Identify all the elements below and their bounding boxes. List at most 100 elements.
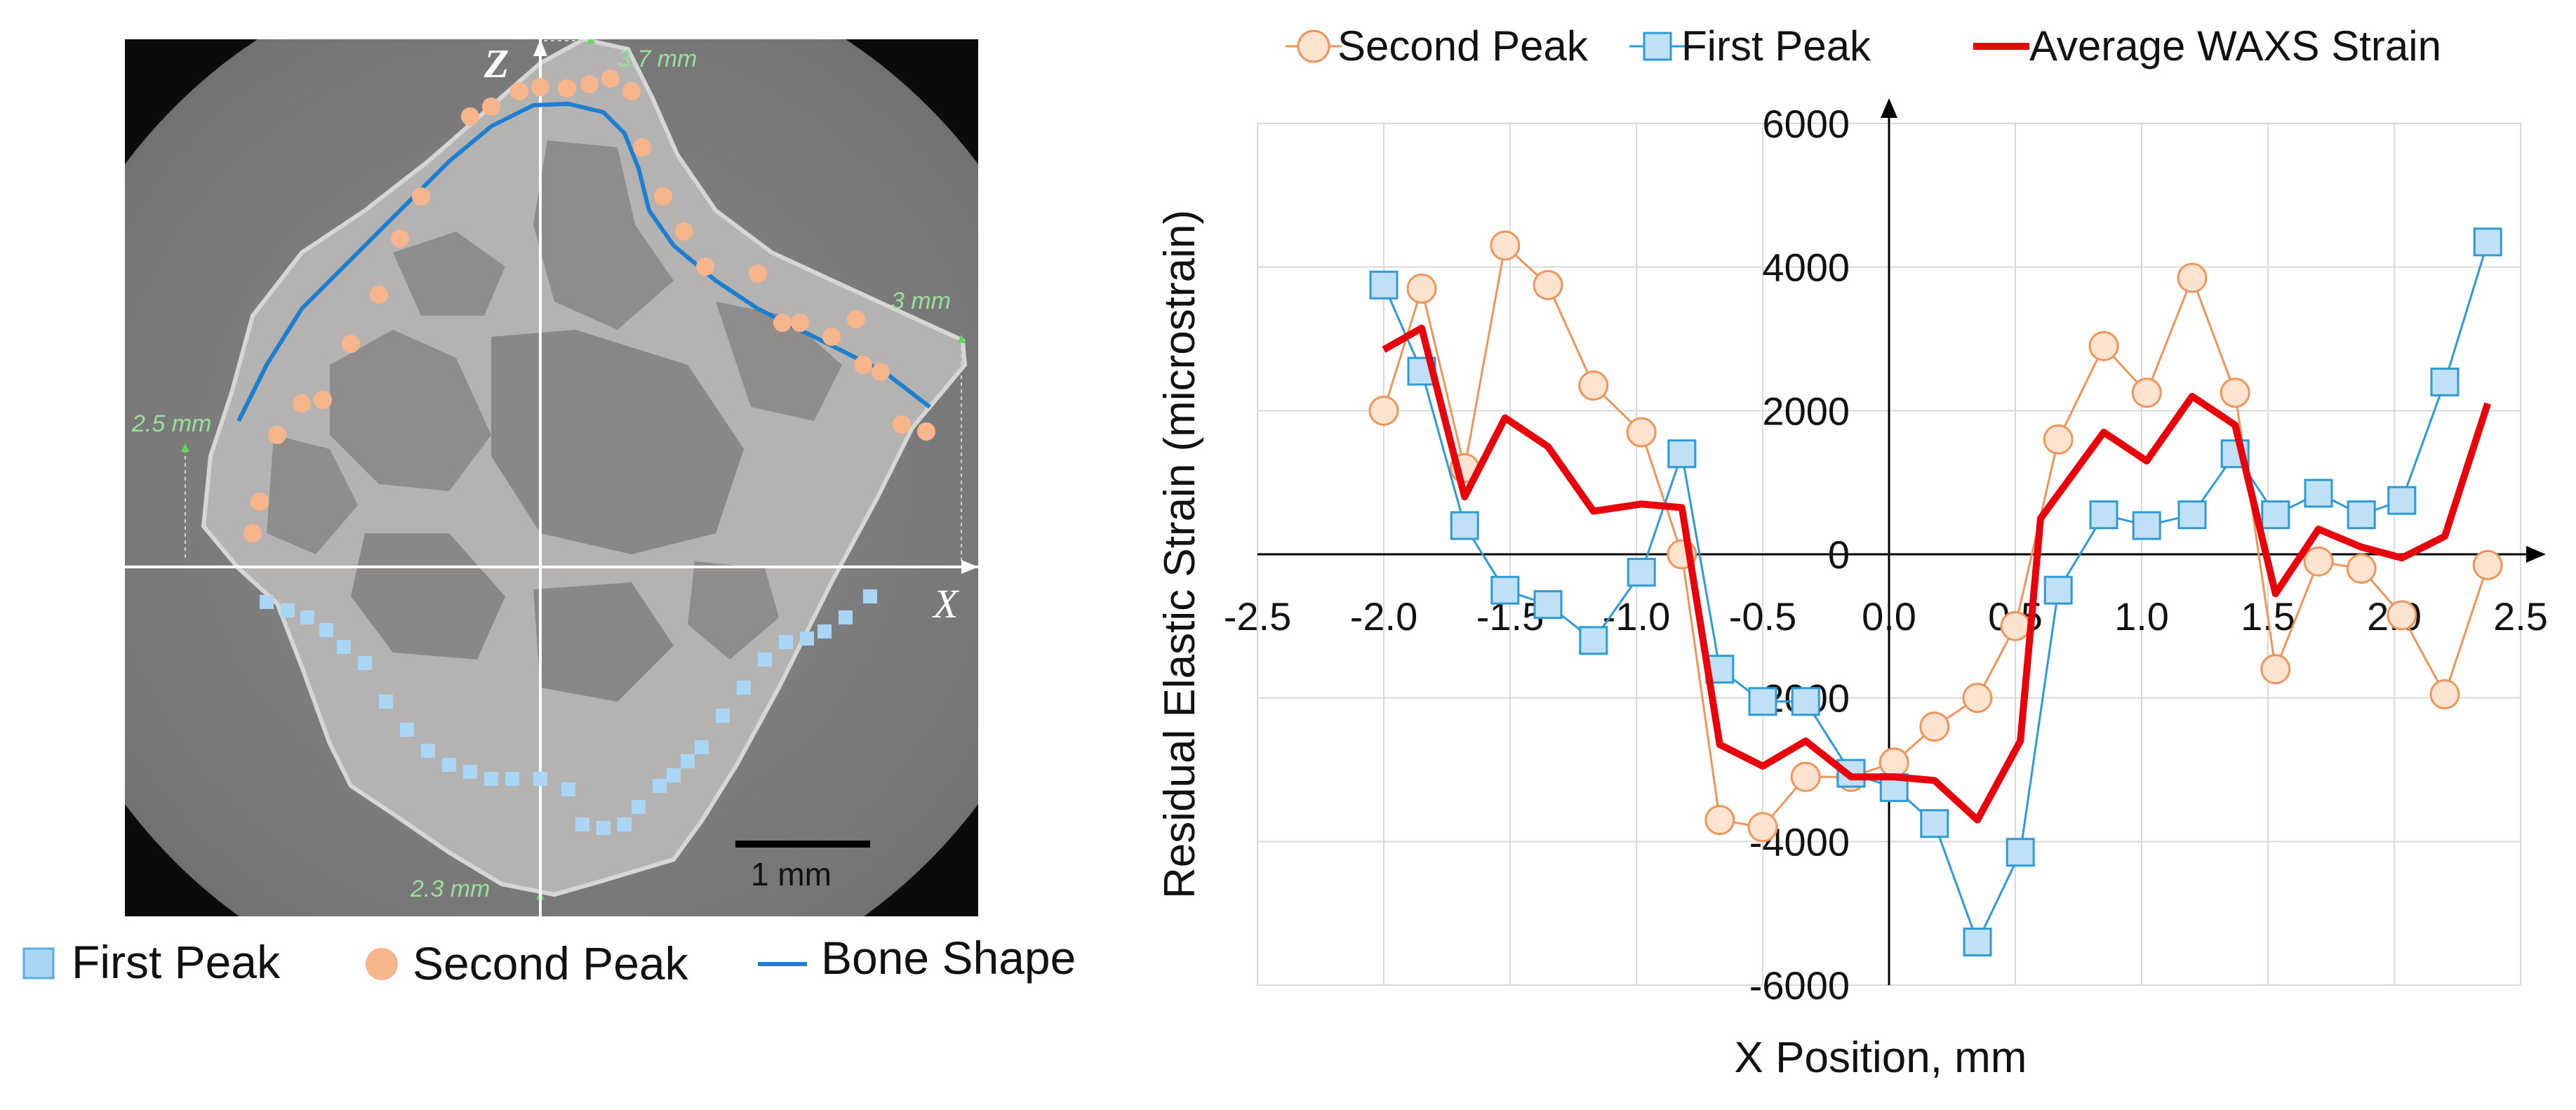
first-peak-point	[260, 595, 274, 609]
data-point	[2132, 511, 2161, 540]
second-peak-point	[847, 310, 865, 328]
first-peak-point	[817, 624, 832, 638]
data-point	[1533, 590, 1563, 620]
data-point	[2303, 546, 2334, 577]
first-peak-point	[618, 817, 632, 831]
data-point	[1791, 687, 1820, 716]
left-legend: First Peak Second Peak Bone Shape	[22, 932, 1076, 989]
legend-average-text: Average WAXS Strain	[2029, 22, 2441, 69]
data-point	[2043, 575, 2073, 605]
second-peak-point	[314, 391, 332, 409]
data-point	[1579, 626, 1608, 655]
data-point	[1963, 928, 1992, 957]
second-peak-point	[251, 493, 269, 511]
second-peak-point	[482, 98, 500, 116]
series	[1368, 227, 2503, 957]
second-peak-point	[696, 258, 714, 276]
second-peak-point	[654, 187, 672, 206]
first-peak-point	[421, 744, 435, 758]
y-axis-arrowhead	[1881, 98, 1897, 118]
x-axis-arrow	[961, 560, 978, 574]
data-point	[2131, 377, 2162, 408]
second-peak-point	[268, 426, 286, 444]
data-point	[2177, 500, 2207, 530]
y-tick-label: 4000	[1762, 246, 1850, 290]
micro-ct-panel: Z X 3.7 mm 3 mm 2.5 mm 2.3 mm 1 mm	[125, 39, 978, 916]
x-axis-label: X	[932, 581, 960, 627]
data-point	[1626, 417, 1657, 448]
second-peak-point	[412, 187, 430, 206]
legend-bone-shape-label: Bone Shape	[821, 932, 1076, 984]
series-average-waxs-strain	[1382, 324, 2491, 824]
first-peak-point	[358, 656, 372, 670]
data-point	[2260, 654, 2291, 685]
first-peak-point	[533, 772, 547, 786]
dimension-marker	[181, 443, 189, 452]
legend-second-peak-swatch	[366, 948, 398, 980]
data-point	[2088, 330, 2119, 361]
x-tick-label: -2.0	[1350, 594, 1418, 638]
first-peak-point	[337, 640, 351, 654]
first-peak-point	[737, 681, 751, 695]
first-peak-point	[281, 603, 295, 617]
first-peak-point	[863, 589, 877, 603]
first-peak-point	[379, 695, 393, 709]
marrow-cavity	[491, 330, 744, 554]
dimension-right-label: 3 mm	[891, 288, 951, 314]
first-peak-point	[442, 758, 456, 772]
data-point	[1490, 230, 1521, 261]
series-first-peak	[1369, 227, 2502, 957]
first-peak-point	[300, 610, 314, 624]
first-peak-point	[319, 623, 333, 637]
data-point	[2089, 500, 2118, 530]
legend-first-peak-swatch	[22, 947, 55, 979]
x-axis-title: X Position, mm	[1735, 1034, 2027, 1082]
first-peak-point	[667, 768, 681, 782]
marrow-cavity	[533, 582, 674, 702]
second-peak-point	[675, 222, 693, 241]
data-point	[1450, 511, 1479, 540]
first-peak-point	[681, 754, 695, 768]
second-peak-point	[773, 314, 792, 332]
first-peak-point	[400, 723, 414, 737]
x-tick-label: 1.0	[2114, 594, 2169, 638]
chart-legend: Second Peak First Peak Average WAXS Stra…	[1286, 22, 2441, 69]
marrow-cavity	[533, 140, 674, 330]
first-peak-point	[632, 800, 646, 814]
marrow-cavity	[688, 561, 779, 660]
dimension-top-label: 3.7 mm	[618, 46, 697, 72]
second-peak-point	[749, 265, 767, 283]
strain-chart: -2.5-2.0-1.5-1.0-0.50.00.51.01.52.02.5-6…	[1156, 22, 2548, 1082]
dimension-left-label: 2.5 mm	[131, 410, 211, 437]
data-point	[2220, 377, 2250, 408]
data-point	[2006, 838, 2035, 867]
dimension-marker	[587, 39, 595, 44]
data-point	[2304, 479, 2333, 508]
second-peak-point	[558, 79, 576, 98]
second-peak-point	[531, 78, 549, 96]
second-peak-point	[822, 328, 841, 346]
scale-bar-label: 1 mm	[751, 856, 832, 892]
data-point	[2177, 262, 2208, 293]
data-point	[1406, 273, 1437, 304]
data-point	[1920, 809, 1949, 838]
data-point	[1704, 805, 1735, 836]
second-peak-point	[510, 82, 528, 100]
first-peak-point	[575, 817, 589, 831]
data-point	[1490, 575, 1520, 605]
y-tick-label: -6000	[1749, 963, 1850, 1008]
second-peak-point	[872, 363, 890, 381]
data-point	[2472, 549, 2503, 580]
second-peak-point	[580, 75, 599, 93]
x-tick-label: 0.0	[1862, 594, 1916, 638]
first-peak-point	[596, 821, 610, 835]
second-peak-point	[854, 356, 872, 374]
data-point	[1747, 812, 1778, 843]
second-peak-point	[370, 286, 388, 304]
marrow-cavity	[351, 533, 505, 660]
y-axis-title: Residual Elastic Strain (microstrain)	[1156, 210, 1204, 899]
legend-second-peak-label: Second Peak	[413, 937, 689, 989]
data-point	[2000, 610, 2031, 641]
data-point	[2261, 500, 2290, 530]
